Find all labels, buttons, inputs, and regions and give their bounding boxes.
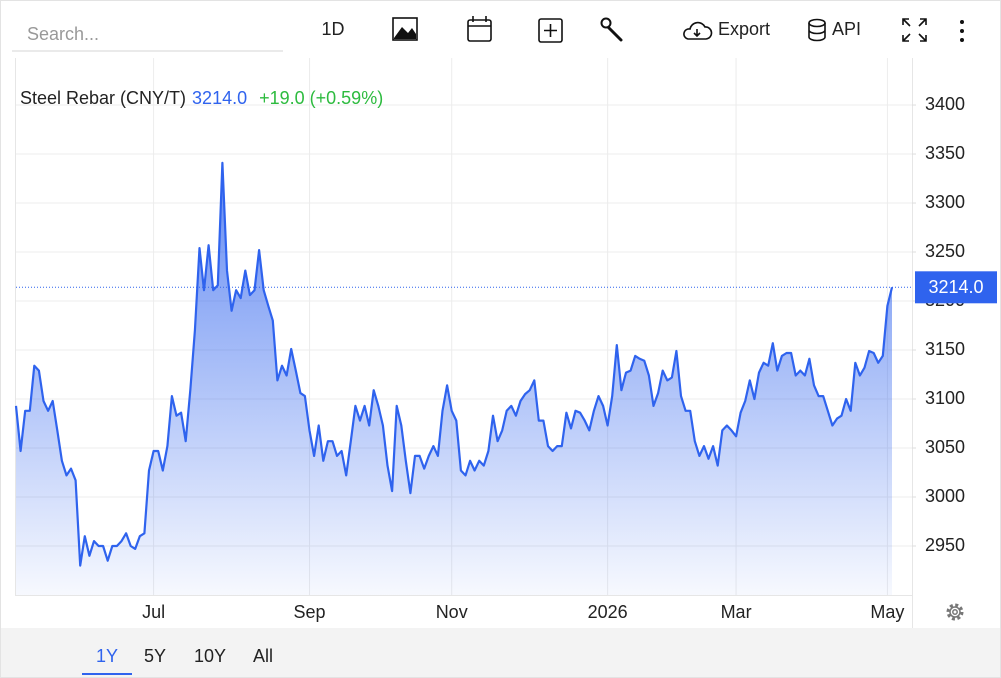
export-label[interactable]: Export	[718, 19, 770, 39]
y-tick-label: 3050	[925, 437, 965, 457]
export-button[interactable]: Export	[683, 19, 770, 40]
plot	[14, 161, 912, 595]
compare-icon	[538, 18, 563, 43]
range-button[interactable]: 10Y	[194, 646, 226, 666]
wrench-icon-head	[600, 17, 612, 29]
fullscreen-icon	[902, 18, 927, 42]
y-tick-label: 3100	[925, 388, 965, 408]
chart-type-icon	[392, 17, 418, 41]
y-tick-label: 3300	[925, 192, 965, 212]
range-button[interactable]: 1Y	[96, 646, 118, 666]
last-price-badge	[915, 271, 997, 304]
y-tick-label: 2950	[925, 535, 965, 555]
x-tick-label: Nov	[436, 602, 468, 622]
calendar-button[interactable]	[467, 16, 492, 42]
api-label[interactable]: API	[832, 19, 861, 39]
search-placeholder[interactable]: Search...	[27, 24, 99, 44]
x-tick-label: 2026	[588, 602, 628, 622]
x-tick-label: Jul	[142, 602, 165, 622]
y-tick-label: 3400	[925, 94, 965, 114]
fullscreen-button[interactable]	[902, 18, 927, 42]
range-button[interactable]: All	[253, 646, 273, 666]
api-button[interactable]: API	[808, 18, 861, 42]
chart-type-icon-fill	[394, 27, 416, 39]
y-tick-label: 3150	[925, 339, 965, 359]
chart-title: Steel Rebar (CNY/T)	[20, 88, 186, 108]
chart-type-button[interactable]	[392, 17, 418, 41]
y-tick-label: 3250	[925, 241, 965, 261]
price-line	[14, 161, 894, 567]
cloud-icon-arrow	[693, 29, 701, 38]
y-tick-label: 3000	[925, 486, 965, 506]
interval-button[interactable]: 1D	[321, 19, 344, 39]
y-tick-label: 3350	[925, 143, 965, 163]
menu-dot	[960, 20, 964, 24]
menu-dot	[960, 38, 964, 42]
x-tick-label: May	[870, 602, 904, 622]
gear-icon	[949, 606, 961, 618]
range-button[interactable]: 5Y	[144, 646, 166, 666]
range-buttons: 1Y 5Y 10Y All	[82, 646, 273, 675]
menu-dot	[960, 29, 964, 33]
gear-teeth	[946, 603, 964, 621]
compare-icon-plus	[544, 24, 557, 37]
x-tick-label: Mar	[721, 602, 752, 622]
last-price: 3214.0	[192, 88, 247, 108]
cloud-icon	[683, 21, 713, 40]
price-change: +19.0 (+0.59%)	[259, 88, 383, 108]
search-box[interactable]: Search...	[12, 24, 283, 52]
chart-header: Steel Rebar (CNY/T) 3214.0 +19.0 (+0.59%)	[20, 88, 383, 108]
range-bar	[1, 628, 1000, 677]
area-fill	[16, 162, 892, 595]
compare-button[interactable]	[538, 18, 563, 43]
calendar-icon	[467, 19, 492, 42]
menu-button[interactable]	[960, 20, 964, 42]
chart-settings-button[interactable]	[946, 603, 964, 621]
gear-hole	[952, 609, 958, 615]
last-price-badge-label: 3214.0	[928, 277, 983, 297]
range-selected-underline	[82, 673, 132, 675]
x-tick-label: Sep	[294, 602, 326, 622]
settings-tool-button[interactable]	[600, 17, 623, 42]
database-icon-body	[808, 23, 826, 42]
